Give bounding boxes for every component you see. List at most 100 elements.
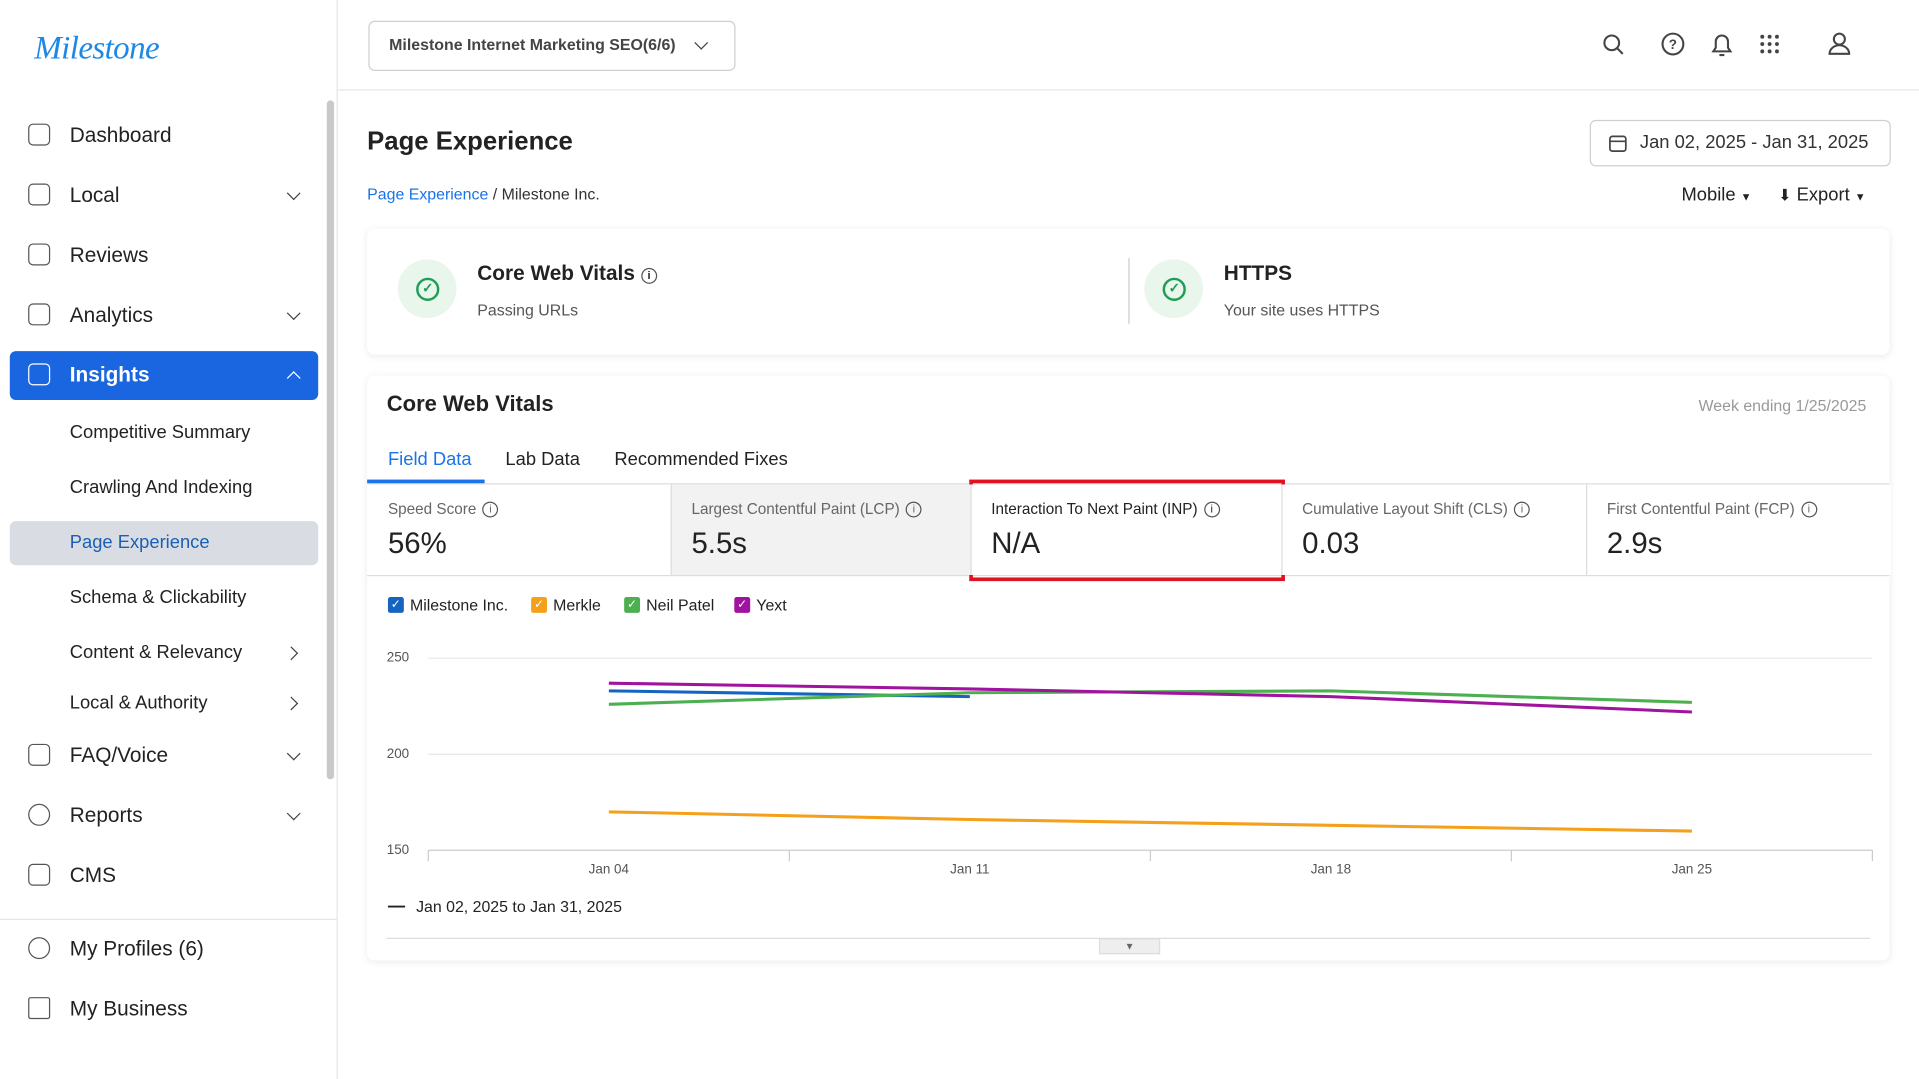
nav-item[interactable]: FAQ/Voice: [69, 743, 169, 768]
help-icon[interactable]: [1661, 32, 1685, 56]
legend-label[interactable]: Merkle: [553, 595, 601, 615]
search-icon-handle: [1616, 47, 1624, 55]
breadcrumb-link[interactable]: Page Experience: [367, 184, 489, 204]
bell-icon[interactable]: [1711, 34, 1733, 57]
apps-icon[interactable]: [1760, 34, 1779, 54]
breadcrumb: Page Experience / Milestone Inc.: [367, 185, 600, 203]
export-text: Export: [1796, 184, 1850, 206]
summary-title-text: Core Web Vitals: [477, 261, 635, 286]
breadcrumb-current: / Milestone Inc.: [492, 184, 600, 204]
metric-label-text: Interaction To Next Paint (INP): [991, 500, 1198, 518]
tab[interactable]: Lab Data: [505, 448, 580, 470]
nav-item[interactable]: Dashboard: [69, 123, 172, 147]
vitals-card: [367, 375, 1890, 961]
active-tab-underline: [367, 479, 485, 484]
nav-icon: [28, 303, 51, 326]
nav-item[interactable]: Reports: [69, 803, 143, 828]
device-select[interactable]: Mobile ▼: [1682, 185, 1752, 206]
active-nav-bg: [9, 351, 319, 401]
summary-title: Core Web Vitals i: [477, 262, 657, 286]
info-icon[interactable]: i: [1203, 501, 1220, 518]
info-icon[interactable]: i: [1514, 501, 1530, 518]
top-icons: ?: [1603, 32, 1851, 57]
legend-checkbox[interactable]: ✓: [624, 597, 641, 613]
scroll-handle[interactable]: ▼: [1098, 938, 1161, 955]
vitals-title: Core Web Vitals: [386, 391, 554, 416]
metric-label: Cumulative Layout Shift (CLS) i: [1302, 500, 1530, 518]
metric-value: 0.03: [1302, 527, 1360, 561]
date-range-text: Jan 02, 2025 - Jan 31, 2025: [1639, 132, 1869, 153]
subnav-item[interactable]: Page Experience: [69, 532, 210, 553]
tab[interactable]: Recommended Fixes: [614, 448, 788, 470]
device-text: Mobile: [1681, 184, 1736, 206]
user-icon-body: [1828, 44, 1851, 55]
info-icon[interactable]: i: [1800, 501, 1817, 518]
user-icon[interactable]: [1832, 32, 1846, 46]
sidebar: [0, 0, 338, 1079]
metric-cell: [367, 484, 671, 575]
nav-item[interactable]: My Business: [69, 997, 188, 1021]
legend-label[interactable]: Yext: [756, 595, 787, 615]
logo[interactable]: Milestone: [34, 29, 160, 67]
tab[interactable]: Field Data: [387, 448, 472, 470]
nav-item[interactable]: Insights: [69, 363, 150, 387]
nav-icon: [28, 803, 51, 826]
metric-cell: [1586, 484, 1891, 575]
nav-item[interactable]: Local: [69, 183, 120, 207]
account-selector[interactable]: Milestone Internet Marketing SEO(6/6): [368, 20, 736, 71]
topbar-border: [337, 89, 1919, 91]
page-title: Page Experience: [367, 127, 573, 156]
info-icon[interactable]: i: [482, 501, 499, 518]
sidebar-divider: [0, 918, 337, 920]
metric-label-text: Speed Score: [387, 500, 477, 518]
account-selector-text: Milestone Internet Marketing SEO(6/6): [389, 35, 676, 54]
active-subnav-bg: [9, 521, 319, 566]
nav-item[interactable]: Analytics: [69, 303, 154, 327]
metric-label: First Contentful Paint (FCP) i: [1606, 500, 1817, 518]
legend-checkbox[interactable]: ✓: [387, 597, 404, 613]
nav-icon: [28, 243, 51, 266]
search-icon[interactable]: [1603, 34, 1621, 52]
metric-cell: [970, 484, 1283, 575]
date-range-button[interactable]: Jan 02, 2025 - Jan 31, 2025: [1589, 119, 1891, 167]
metric-label-text: First Contentful Paint (FCP): [1606, 500, 1795, 518]
info-icon[interactable]: i: [905, 501, 922, 518]
nav-icon: [28, 183, 51, 206]
caret: ▼: [1854, 190, 1866, 204]
metric-label: Largest Contentful Paint (LCP) i: [691, 500, 922, 518]
subnav-item[interactable]: Competitive Summary: [69, 422, 251, 443]
summary-title: HTTPS: [1224, 262, 1292, 286]
metric-label-text: Cumulative Layout Shift (CLS): [1302, 500, 1508, 518]
nav-icon: [28, 123, 51, 146]
legend-checkbox[interactable]: ✓: [734, 597, 751, 613]
nav-icon: [28, 743, 51, 766]
metric-value: 56%: [387, 527, 447, 561]
help-mark: ?: [1669, 37, 1677, 52]
legend-label[interactable]: Neil Patel: [646, 595, 715, 615]
nav-item[interactable]: Reviews: [69, 243, 149, 267]
legend-label[interactable]: Milestone Inc.: [409, 595, 509, 615]
metric-cell: [1281, 484, 1588, 575]
sidebar-scrollbar: [326, 100, 335, 780]
info-icon[interactable]: i: [641, 267, 657, 284]
status-icon: ✓: [1162, 277, 1186, 301]
subnav-item[interactable]: Content & Relevancy: [69, 642, 243, 664]
chevron: [694, 35, 709, 50]
subnav-item[interactable]: Schema & Clickability: [69, 587, 247, 609]
nav-icon: [28, 363, 51, 386]
export-button[interactable]: ⬇ Export ▼: [1778, 185, 1866, 206]
summary-title-text: HTTPS: [1223, 261, 1293, 286]
status-icon: ✓: [416, 277, 440, 301]
nav-item[interactable]: CMS: [69, 863, 116, 887]
summary-subtitle: Passing URLs: [477, 300, 579, 320]
download-icon: ⬇: [1778, 185, 1792, 205]
subnav-item[interactable]: Crawling And Indexing: [69, 477, 253, 498]
metric-value: 2.9s: [1606, 527, 1663, 561]
legend-checkbox[interactable]: ✓: [531, 597, 548, 613]
nav-item[interactable]: My Profiles (6): [69, 937, 204, 961]
metric-label: Speed Score i: [387, 500, 499, 518]
metric-label-text: Largest Contentful Paint (LCP): [691, 500, 900, 518]
subnav-item[interactable]: Local & Authority: [69, 692, 208, 714]
week-ending: Week ending 1/25/2025: [1698, 396, 1867, 415]
